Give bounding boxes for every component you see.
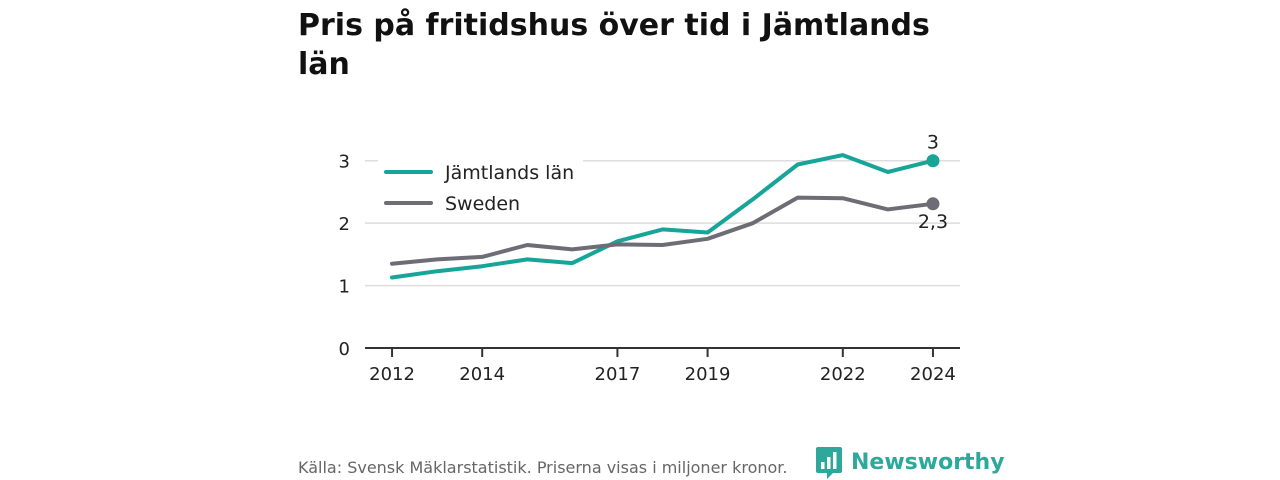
- legend: Jämtlands län Sweden: [378, 159, 583, 216]
- x-tick-label: 2014: [459, 364, 505, 385]
- y-tick-label: 3: [339, 152, 350, 173]
- brand-logo: Newsworthy: [815, 446, 1005, 480]
- x-axis-ticks: 2012 2014 2017 2019 2022 2024: [369, 348, 956, 385]
- newsworthy-logo-icon: [816, 447, 842, 479]
- source-note: Källa: Svensk Mäklarstatistik. Priserna …: [298, 458, 788, 477]
- y-tick-label: 2: [339, 214, 350, 235]
- series-line: [390, 195, 935, 266]
- y-axis-ticks: 0 1 2 3: [339, 152, 350, 360]
- x-tick-label: 2012: [369, 364, 415, 385]
- legend-label: Jämtlands län: [444, 162, 574, 184]
- x-tick-label: 2017: [595, 364, 641, 385]
- end-value-label: 2,3: [918, 211, 948, 233]
- end-markers: 32,3: [918, 132, 948, 233]
- x-tick-label: 2022: [820, 364, 866, 385]
- x-tick-label: 2024: [910, 364, 956, 385]
- y-tick-label: 0: [339, 339, 350, 360]
- brand-name: Newsworthy: [851, 450, 1005, 475]
- series-line: [390, 153, 935, 280]
- end-value-label: 3: [927, 132, 939, 154]
- chart-title: Pris på fritidshus över tid i Jämtlands …: [298, 8, 930, 82]
- legend-label: Sweden: [445, 193, 520, 215]
- series-lines: [390, 153, 935, 280]
- x-tick-label: 2019: [685, 364, 731, 385]
- end-point-marker: [926, 154, 940, 168]
- end-point-marker: [926, 197, 940, 211]
- y-tick-label: 1: [339, 277, 350, 298]
